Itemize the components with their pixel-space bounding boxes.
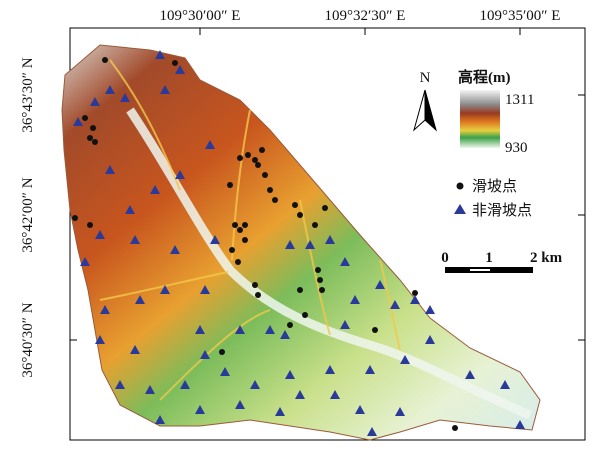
landslide-point	[229, 247, 235, 253]
north-label: N	[420, 70, 431, 86]
landslide-point	[297, 287, 303, 293]
landslide-point	[235, 259, 241, 265]
top-coordinate: 109°32′30″ E	[325, 8, 406, 24]
top-coordinate: 109°35′00″ E	[480, 8, 561, 24]
landslide-point	[262, 172, 268, 178]
landslide-point	[172, 60, 178, 66]
landslide-point	[267, 187, 273, 193]
landslide-point	[72, 215, 78, 221]
legend-title: 高程(m)	[458, 68, 511, 86]
landslide-point	[102, 57, 108, 63]
landslide-point	[252, 282, 258, 288]
landslide-point	[255, 292, 261, 298]
landslide-point	[322, 205, 328, 211]
landslide-point	[245, 152, 251, 158]
landslide-point	[372, 327, 378, 333]
legend-landslide-symbol	[457, 183, 464, 190]
left-coordinate: 36°40′30″ N	[20, 302, 36, 377]
landslide-point	[297, 212, 303, 218]
landslide-point	[272, 197, 278, 203]
landslide-point	[315, 267, 321, 273]
landslide-point	[227, 182, 233, 188]
elevation-min: 930	[505, 140, 528, 156]
landslide-point	[237, 155, 243, 161]
scale-label: 0	[441, 250, 449, 266]
scale-label: 2 km	[530, 250, 563, 266]
landslide-point	[237, 227, 243, 233]
landslide-point	[312, 222, 318, 228]
landslide-point	[242, 237, 248, 243]
landslide-point	[292, 202, 298, 208]
landslide-point	[82, 115, 88, 121]
landslide-point	[255, 162, 261, 168]
landslide-point	[319, 287, 325, 293]
landslide-point	[302, 312, 308, 318]
legend-landslide: 滑坡点	[472, 178, 517, 195]
map-figure: 109°30′00″ E 109°32′30″ E 109°35′00″ E 3…	[0, 0, 595, 450]
scale-bar	[445, 267, 533, 273]
landslide-point	[252, 157, 258, 163]
landslide-point	[87, 135, 93, 141]
landslide-point	[92, 139, 98, 145]
left-coordinate: 36°43′30″ N	[20, 57, 36, 132]
scale-label: 1	[485, 250, 493, 266]
landslide-point	[317, 277, 323, 283]
landslide-point	[232, 222, 238, 228]
legend-nonlandslide: 非滑坡点	[472, 202, 532, 219]
landslide-point	[287, 322, 293, 328]
landslide-point	[87, 222, 93, 228]
landslide-point	[452, 425, 458, 431]
elevation-bar	[460, 90, 500, 148]
landslide-point	[259, 147, 265, 153]
landslide-point	[242, 222, 248, 228]
top-coordinate: 109°30′00″ E	[160, 8, 241, 24]
elevation-max: 1311	[505, 92, 534, 108]
left-coordinate: 36°42′00″ N	[20, 177, 36, 252]
landslide-point	[90, 125, 96, 131]
landslide-point	[219, 349, 225, 355]
